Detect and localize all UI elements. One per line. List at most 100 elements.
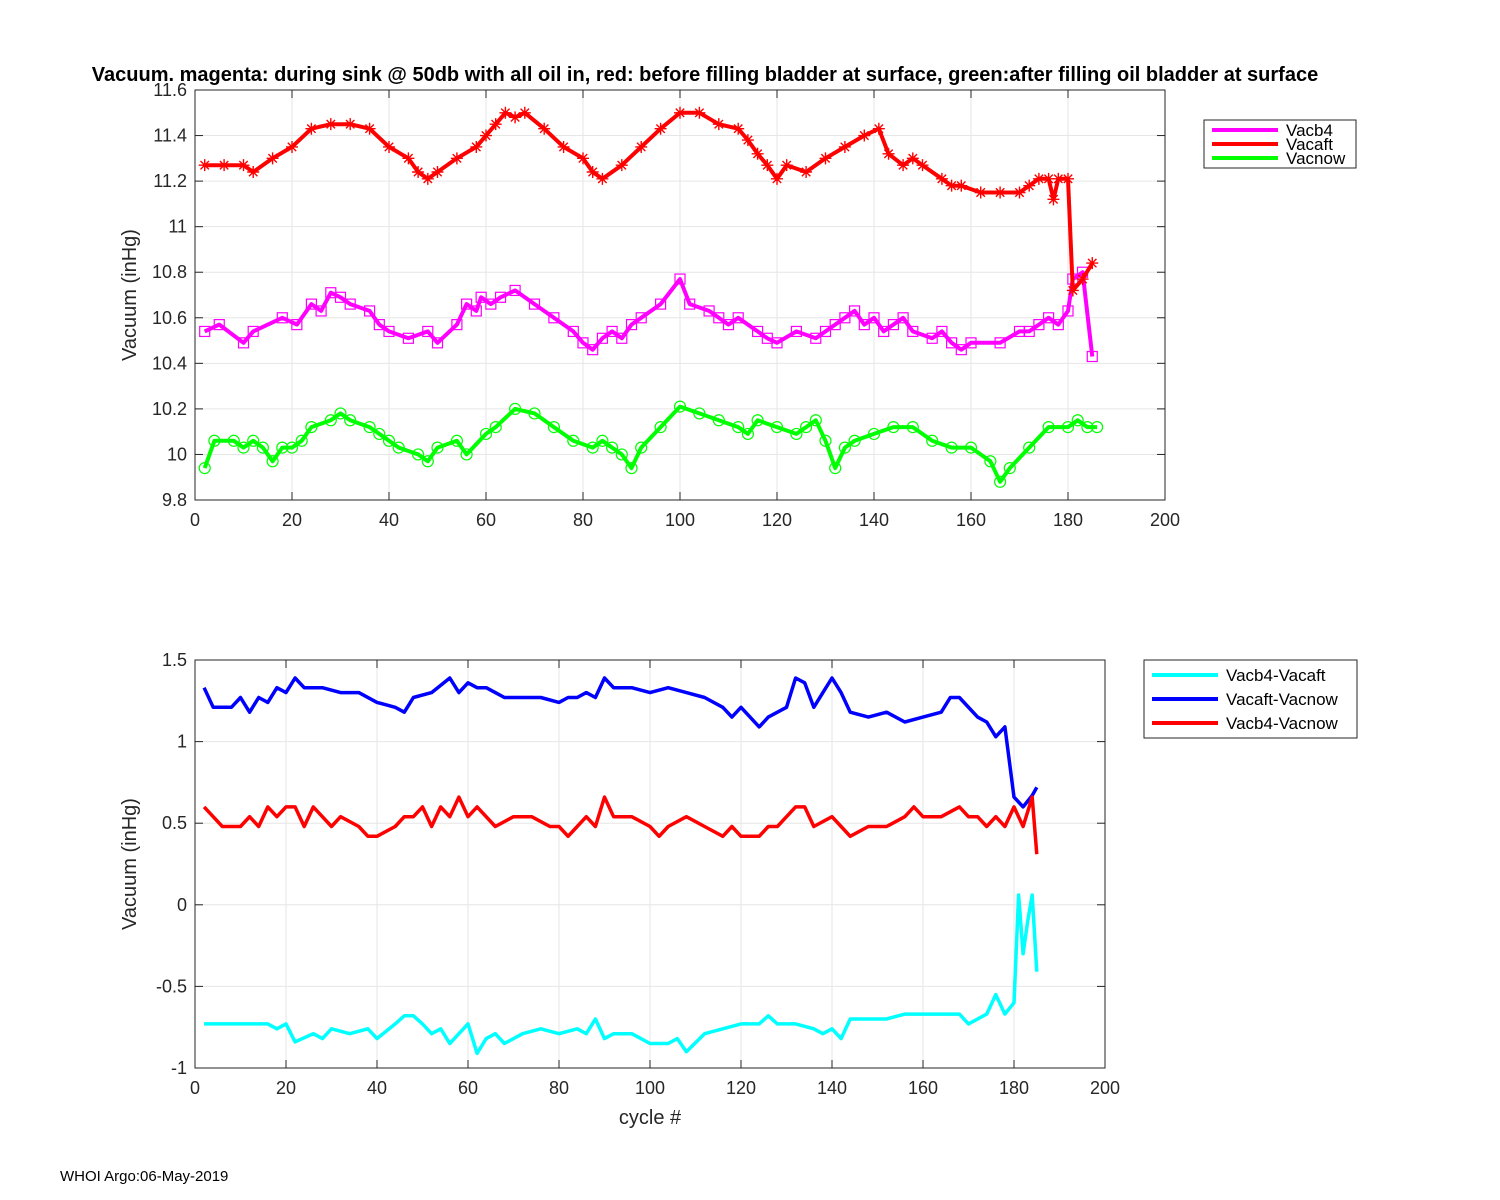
data-point <box>839 312 851 324</box>
legend-label: Vacnow <box>1286 149 1346 168</box>
data-point <box>450 434 463 447</box>
data-point <box>383 325 395 338</box>
y-tick-label: 10.8 <box>152 262 187 282</box>
series-vacaft <box>198 106 1099 297</box>
data-point <box>266 152 279 165</box>
data-point <box>907 325 919 338</box>
data-point <box>237 159 250 172</box>
data-point <box>654 421 667 434</box>
x-tick-label: 20 <box>282 510 302 530</box>
x-tick-label: 100 <box>665 510 695 530</box>
data-point <box>596 172 609 185</box>
y-tick-label: 11.4 <box>153 126 187 146</box>
data-point <box>199 325 211 338</box>
data-point <box>470 305 482 317</box>
x-axis-label: cycle # <box>619 1107 682 1129</box>
y-tick-label: 11.6 <box>153 80 187 100</box>
data-point <box>751 325 764 338</box>
data-point <box>480 129 492 142</box>
data-point <box>994 186 1007 199</box>
data-point <box>421 172 434 185</box>
data-point <box>712 414 725 427</box>
legend-label: Vacb4-Vacnow <box>1226 714 1339 733</box>
data-point <box>509 111 522 124</box>
data-point <box>993 475 1007 488</box>
series-vacb4 <box>199 266 1098 363</box>
data-point <box>295 434 308 447</box>
series-line <box>202 795 1039 855</box>
data-point <box>838 441 852 454</box>
x-tick-label: 20 <box>276 1078 296 1098</box>
y-tick-label: 0 <box>177 895 187 915</box>
data-point <box>305 421 318 434</box>
data-point <box>276 441 289 454</box>
data-point <box>615 448 628 461</box>
series-markers <box>199 266 1098 363</box>
y-tick-label: 1.5 <box>162 650 187 670</box>
data-point <box>935 172 948 185</box>
data-point <box>286 140 298 153</box>
data-point <box>247 434 260 447</box>
data-point <box>867 427 881 441</box>
y-tick-label: 10.2 <box>152 399 187 419</box>
series-line <box>202 404 1098 484</box>
data-point <box>518 106 531 119</box>
y-tick-label: 11.2 <box>153 171 187 191</box>
data-point <box>567 325 579 338</box>
data-point <box>635 312 647 324</box>
data-point <box>489 421 502 434</box>
data-point <box>344 298 356 310</box>
data-point <box>237 337 250 349</box>
data-point <box>741 134 754 147</box>
data-point <box>790 325 803 338</box>
data-point <box>693 106 706 119</box>
series-vacaft-vacnow <box>202 676 1039 809</box>
data-point <box>945 179 958 192</box>
legend-label: Vacaft-Vacnow <box>1226 690 1339 709</box>
data-point <box>402 152 415 165</box>
data-point <box>1062 172 1074 185</box>
x-tick-label: 160 <box>908 1078 938 1098</box>
data-point <box>334 407 347 420</box>
data-point <box>475 291 487 303</box>
data-point <box>208 434 221 447</box>
y-tick-label: -0.5 <box>156 976 187 996</box>
data-point <box>587 344 599 356</box>
data-point <box>227 434 240 447</box>
data-point <box>625 319 638 331</box>
legend-label: Vacb4-Vacaft <box>1226 666 1326 685</box>
data-point <box>285 441 299 454</box>
y-tick-label: -1 <box>171 1058 187 1078</box>
data-point <box>1023 325 1035 338</box>
data-point <box>974 186 987 199</box>
data-point <box>567 434 580 447</box>
data-point <box>964 441 978 454</box>
data-point <box>635 140 648 153</box>
data-point <box>684 298 696 310</box>
x-tick-label: 200 <box>1150 510 1180 530</box>
data-point <box>878 325 890 338</box>
data-point <box>470 140 483 153</box>
data-point <box>625 462 638 475</box>
data-point <box>615 159 628 172</box>
y-tick-label: 10.4 <box>152 353 187 373</box>
data-point <box>897 159 910 172</box>
data-point <box>344 414 357 427</box>
axes <box>194 659 1106 1069</box>
x-tick-label: 200 <box>1090 1078 1120 1098</box>
data-point <box>402 332 414 344</box>
x-tick-label: 40 <box>367 1078 387 1098</box>
data-point <box>494 291 507 303</box>
data-point <box>770 421 784 434</box>
data-point <box>461 298 473 310</box>
data-point <box>577 337 589 349</box>
data-point <box>412 166 425 178</box>
data-point <box>713 312 725 324</box>
data-point <box>858 129 871 142</box>
data-point <box>829 462 842 475</box>
data-point <box>392 441 405 454</box>
data-point <box>984 455 997 468</box>
data-point <box>276 312 288 324</box>
data-point <box>198 159 211 172</box>
